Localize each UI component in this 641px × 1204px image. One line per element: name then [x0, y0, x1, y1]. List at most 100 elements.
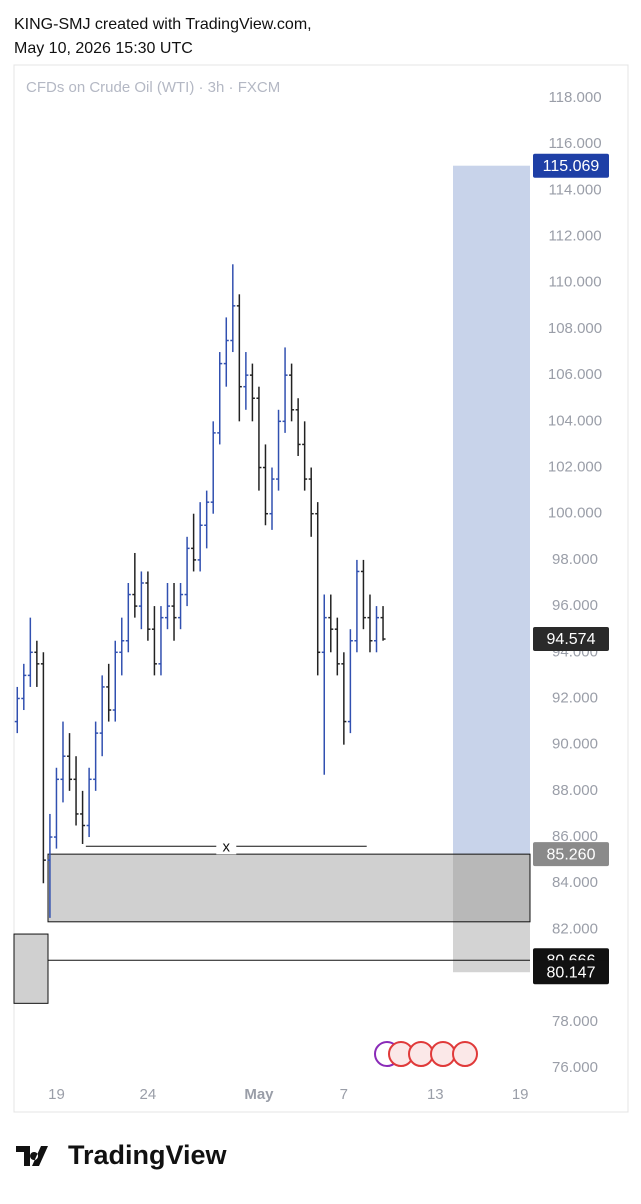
ohlc-bar: [197, 502, 203, 572]
y-tick-label: 114.000: [548, 181, 601, 198]
ohlc-bar: [302, 421, 308, 491]
ohlc-bar: [308, 467, 314, 537]
ohlc-bar: [223, 317, 229, 387]
ohlc-bar: [230, 264, 236, 353]
ohlc-bar: [341, 652, 347, 745]
ohlc-bar: [374, 606, 380, 653]
y-tick-label: 102.000: [548, 458, 602, 475]
ohlc-bar: [328, 594, 334, 653]
ohlc-bar: [236, 294, 242, 422]
ohlc-bar: [67, 733, 73, 791]
ohlc-bar: [347, 629, 353, 734]
target-zone: [453, 165, 530, 855]
event-icons: [374, 1041, 478, 1067]
ohlc-bar: [289, 363, 295, 422]
y-tick-label: 88.000: [552, 782, 598, 799]
y-tick-label: 96.000: [552, 597, 598, 614]
stop-zone: [453, 854, 530, 973]
ohlc-bar: [282, 347, 288, 433]
ohlc-bar: [27, 617, 33, 687]
price-label: 85.260: [547, 846, 596, 863]
price-label: 94.574: [547, 631, 596, 648]
ohlc-bar: [321, 594, 327, 775]
ohlc-bar: [34, 640, 40, 687]
ohlc-bar: [262, 444, 268, 526]
ohlc-bar: [295, 398, 301, 456]
price-label-bg: [533, 627, 609, 652]
marker-label: x: [223, 838, 231, 855]
ohlc-bar: [106, 663, 112, 722]
x-tick-label: 19: [512, 1086, 529, 1103]
ohlc-bar: [145, 571, 151, 641]
ohlc-bar: [367, 594, 373, 653]
brand: TradingView: [68, 1140, 228, 1170]
ohlc-bar: [86, 767, 92, 838]
ohlc-bar: [256, 386, 262, 491]
ohlc-bar: [99, 675, 105, 757]
logo: [16, 1146, 48, 1166]
y-tick-label: 86.000: [552, 828, 598, 845]
ohlc-bar: [380, 606, 386, 641]
price-label-bg: [533, 153, 609, 178]
price-label: 80.147: [547, 964, 596, 981]
chart-title: CFDs on Crude Oil (WTI) · 3h · FXCM: [26, 79, 280, 96]
x-tick-label: May: [244, 1086, 274, 1103]
ohlc-bar: [178, 583, 184, 630]
ohlc-bar: [243, 352, 249, 410]
y-tick-label: 90.000: [552, 736, 598, 753]
x-tick-label: 13: [427, 1086, 444, 1103]
x-tick-label: 19: [48, 1086, 65, 1103]
ohlc-bar: [164, 583, 170, 630]
demand-zone: [47, 853, 531, 923]
ohlc-bar: [210, 421, 216, 514]
ohlc-bar: [53, 767, 59, 849]
y-tick-label: 118.000: [548, 89, 601, 106]
y-tick-label: 106.000: [548, 366, 602, 383]
y-tick-label: 82.000: [552, 920, 598, 937]
ohlc-bar: [93, 721, 99, 791]
ohlc-bar: [14, 686, 20, 734]
y-tick-label: 78.000: [552, 1013, 598, 1030]
header-line: KING-SMJ created with TradingView.com,: [14, 16, 312, 33]
ohlc-bar: [47, 813, 53, 918]
ohlc-bar: [360, 559, 366, 630]
ohlc-bar: [125, 583, 131, 653]
y-tick-label: 76.000: [552, 1059, 598, 1076]
y-tick-label: 92.000: [552, 689, 598, 706]
ohlc-bar: [158, 606, 164, 676]
y-tick-label: 98.000: [552, 551, 598, 568]
price-label-bg: [533, 842, 609, 867]
ohlc-bar: [132, 552, 138, 618]
ohlc-bar: [334, 617, 340, 676]
ohlc-bar: [60, 721, 66, 803]
header-line: May 10, 2026 15:30 UTC: [14, 40, 193, 57]
y-tick-label: 84.000: [552, 874, 598, 891]
ohlc-bar: [354, 559, 360, 653]
ohlc-bar: [276, 409, 282, 491]
y-tick-label: 112.000: [548, 228, 601, 245]
ohlc-bar: [249, 363, 255, 422]
price-label: 115.069: [543, 158, 600, 175]
ohlc-bar: [204, 490, 210, 549]
ohlc-bar: [112, 640, 118, 722]
ohlc-bar: [217, 352, 223, 445]
ohlc-bar: [171, 583, 177, 641]
ohlc-bar: [315, 502, 321, 676]
ohlc-bar: [191, 513, 197, 572]
marker-label-bg: [216, 838, 237, 855]
y-tick-label: 100.000: [548, 505, 602, 522]
y-tick-label: 110.000: [548, 274, 601, 291]
ohlc-bar: [73, 756, 79, 826]
left-zone: [13, 933, 49, 1004]
chart-frame: [13, 64, 629, 1113]
y-tick-label: 108.000: [548, 320, 602, 337]
ohlc-bar: [80, 790, 86, 844]
ohlc-bar: [138, 571, 144, 630]
y-tick-label: 104.000: [548, 412, 602, 429]
ohlc-bar: [151, 606, 157, 676]
ohlc-bar: [21, 663, 27, 711]
price-label-bg: [533, 960, 609, 985]
ohlc-bar: [184, 536, 190, 607]
ohlc-bar: [269, 467, 275, 530]
